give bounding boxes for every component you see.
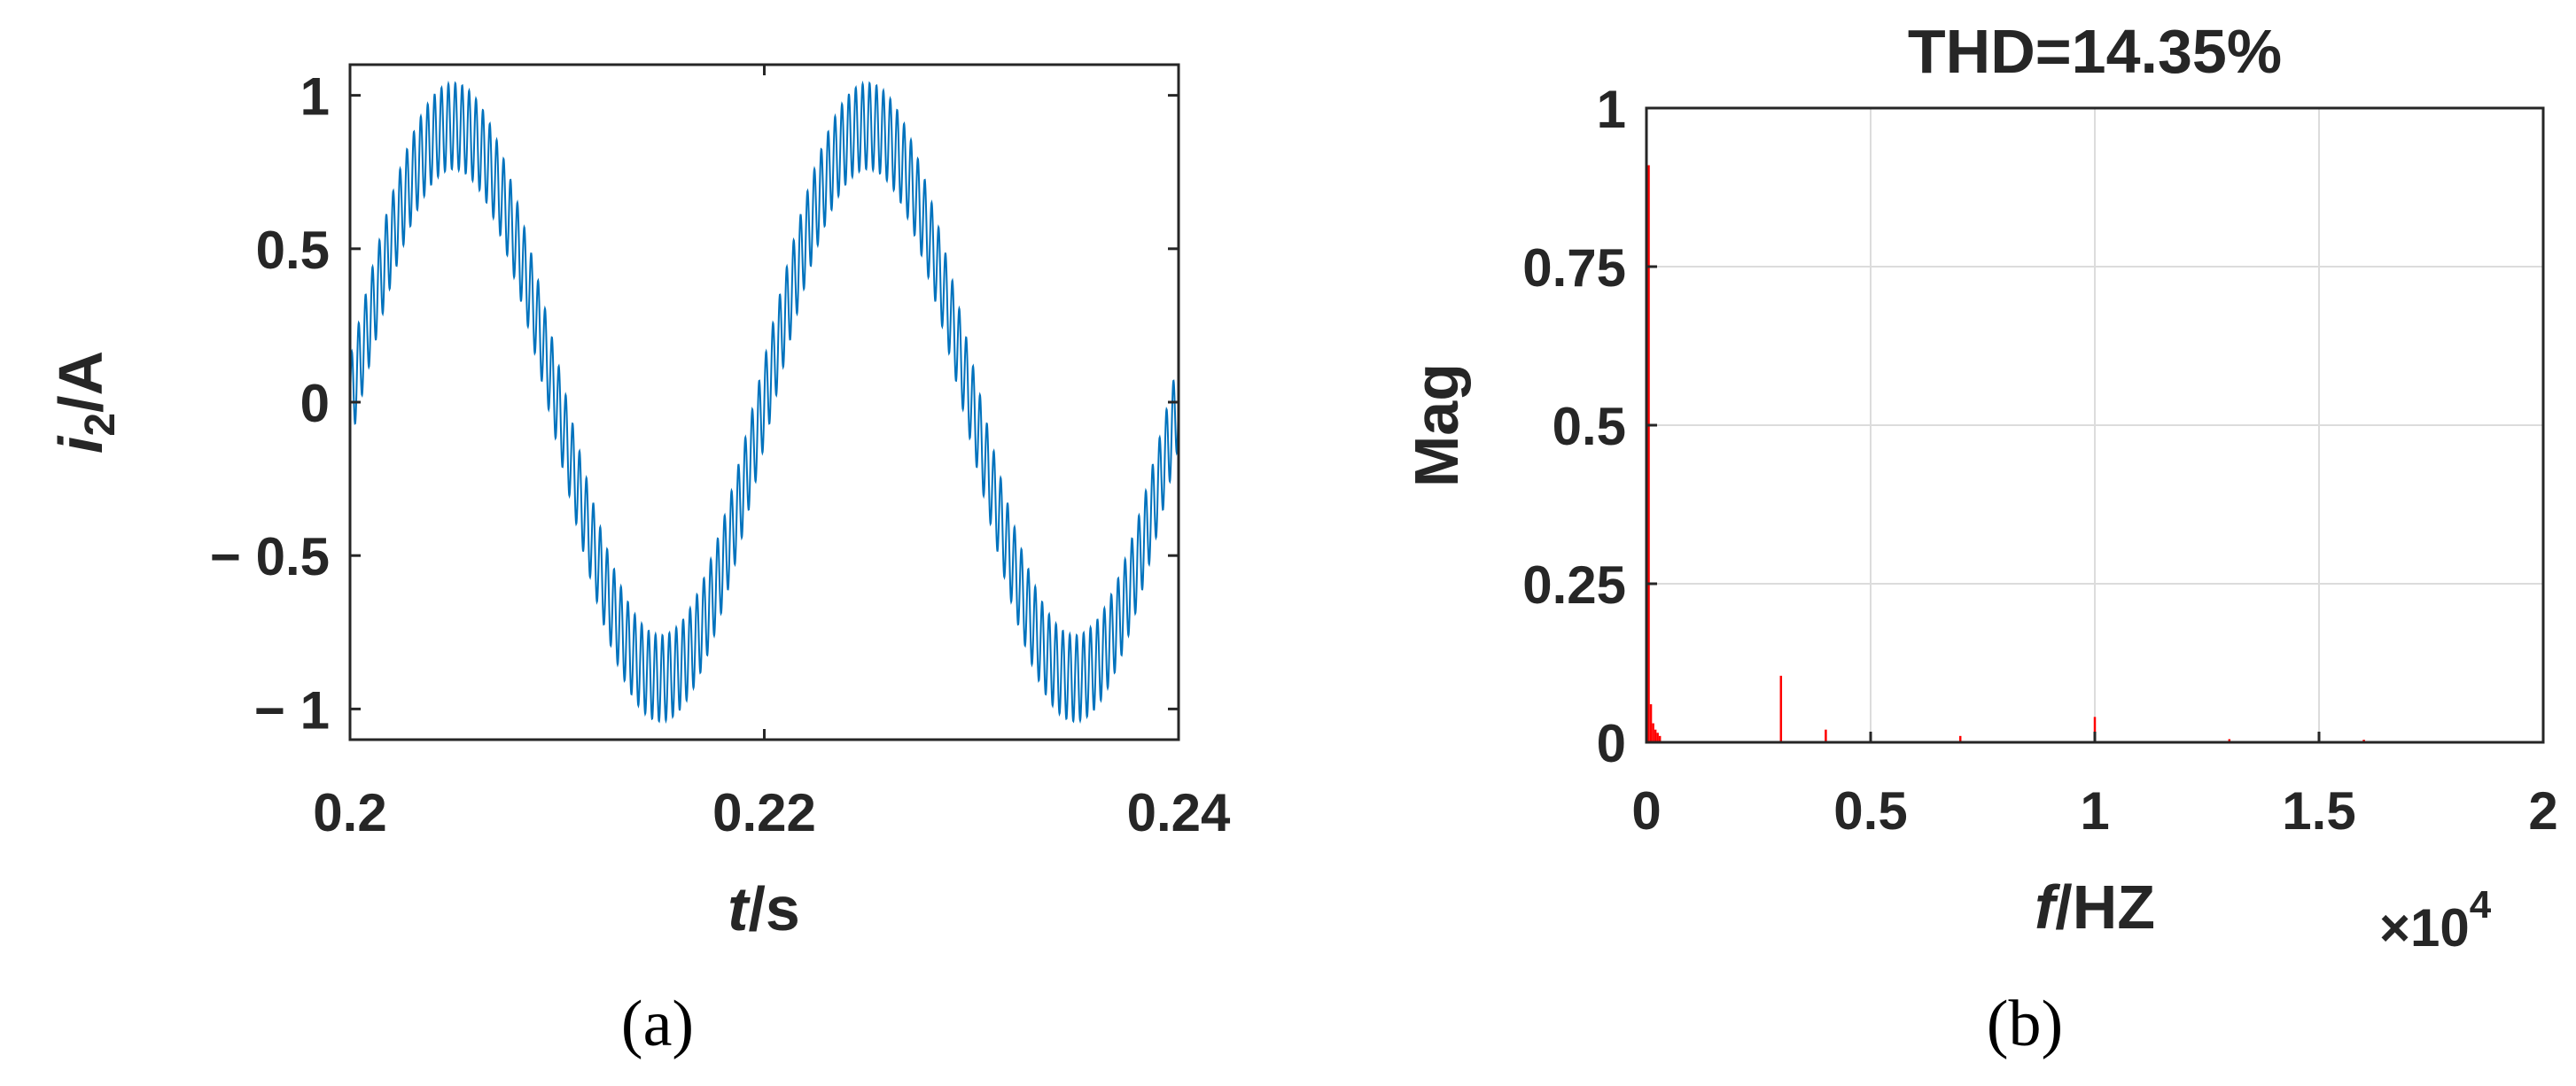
x-tick-label-a: 0.2 [313, 783, 386, 842]
plot-b-ylabel: Mag [1402, 363, 1471, 487]
plot-b-x-exponent: ×104 [2379, 883, 2492, 958]
panel-b: 0 0.5 1 1.5 2 1 0.75 0.5 0.25 0 THD=14.35% Mag f/… [1402, 17, 2558, 1060]
xlabel-b-rest: /HZ [2055, 873, 2155, 942]
xlabel-a-italic: t [728, 874, 751, 943]
x-tick-label-b: 1.5 [2282, 781, 2355, 841]
xlabel-a-rest: /s [748, 874, 799, 943]
y-tick-label-a: 1 [300, 67, 330, 127]
y-tick-label-b: 1 [1597, 80, 1626, 139]
ylabel-a-sub: 2 [77, 413, 124, 437]
plot-b-xlabel: f/HZ [2035, 873, 2155, 942]
plot-a-area [348, 63, 1180, 741]
y-tick-label-a: − 0.5 [210, 527, 330, 586]
y-tick-label-b: 0 [1597, 714, 1626, 773]
ylabel-a-italic: i [46, 435, 115, 454]
x-tick-label-b: 0 [1631, 781, 1661, 841]
plot-b-ticks: 0 0.5 1 1.5 2 1 0.75 0.5 0.25 0 [1522, 80, 2557, 841]
x-exponent-base: ×10 [2379, 898, 2470, 958]
plot-a-ticks: 0.2 0.22 0.24 1 0.5 0 − 0.5 − 1 [210, 65, 1231, 842]
y-tick-label-b: 0.25 [1522, 555, 1626, 615]
plot-b-spectrum [1647, 165, 2365, 742]
x-tick-label-b: 2 [2528, 781, 2557, 841]
y-tick-label-a: 0 [300, 374, 330, 433]
x-exponent-power: 4 [2470, 883, 2492, 927]
caption-b: (b) [1987, 988, 2063, 1060]
plot-a-xlabel: t/s [728, 874, 800, 943]
plot-a-ylabel: i2/A [46, 351, 124, 454]
current-waveform-line [350, 80, 1179, 725]
x-tick-label-a: 0.22 [712, 783, 816, 842]
plot-b-grid [1646, 107, 2544, 743]
caption-a: (a) [621, 988, 694, 1060]
plot-b-title: THD=14.35% [1908, 17, 2282, 86]
y-tick-label-b: 0.75 [1522, 238, 1626, 298]
panel-a: 0.2 0.22 0.24 1 0.5 0 − 0.5 − 1 i2/A t/s (a) [46, 63, 1231, 1060]
x-tick-label-b: 1 [2080, 781, 2109, 841]
x-tick-label-a: 0.24 [1127, 783, 1231, 842]
y-tick-label-a: − 1 [254, 680, 330, 740]
y-tick-label-a: 0.5 [256, 221, 330, 280]
x-tick-label-b: 0.5 [1833, 781, 1907, 841]
y-tick-label-b: 0.5 [1553, 397, 1626, 456]
ylabel-a-rest: /A [46, 351, 115, 413]
